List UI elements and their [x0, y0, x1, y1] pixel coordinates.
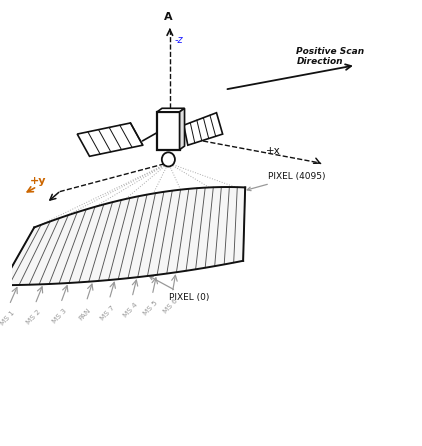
Circle shape	[162, 152, 175, 166]
Text: +y: +y	[30, 176, 46, 186]
Polygon shape	[157, 112, 180, 150]
Text: PIXEL (0): PIXEL (0)	[149, 277, 210, 302]
Text: MS 5: MS 5	[143, 300, 159, 317]
Polygon shape	[184, 113, 223, 145]
Text: +x: +x	[266, 146, 280, 156]
Polygon shape	[157, 108, 184, 112]
Text: MS 3: MS 3	[51, 308, 68, 325]
Text: -z: -z	[175, 35, 184, 45]
Text: A: A	[163, 12, 172, 22]
Text: PIXEL (4095): PIXEL (4095)	[247, 172, 325, 190]
Polygon shape	[180, 108, 184, 150]
Text: MS 2: MS 2	[25, 309, 42, 326]
Polygon shape	[1, 187, 245, 285]
Text: MS 6: MS 6	[162, 297, 179, 314]
Text: MS 4: MS 4	[122, 302, 139, 319]
Polygon shape	[77, 123, 143, 156]
Text: PAN: PAN	[78, 307, 92, 322]
Text: MS 1: MS 1	[0, 310, 16, 327]
Text: MS 7: MS 7	[100, 304, 116, 322]
Text: Positive Scan
Direction: Positive Scan Direction	[296, 46, 365, 66]
